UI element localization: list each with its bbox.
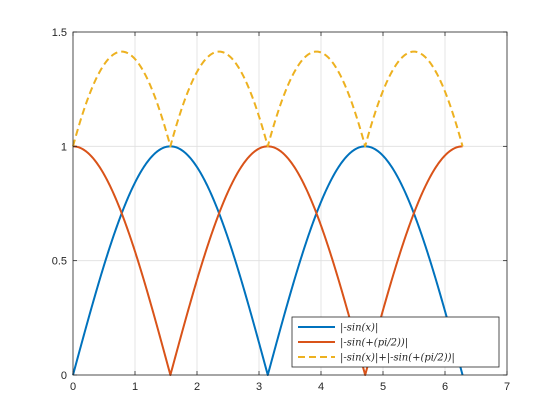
y-tick-label: 1 xyxy=(61,141,67,153)
y-tick-label: 0.5 xyxy=(52,256,67,268)
plot-frame xyxy=(72,31,508,376)
x-tick-label: 6 xyxy=(442,381,448,393)
x-tick-label: 0 xyxy=(70,381,76,393)
legend-label-1: |-sin(x)| xyxy=(340,323,378,334)
x-tick-label: 1 xyxy=(132,381,138,393)
x-tick-label: 2 xyxy=(194,381,200,393)
x-tick-label: 3 xyxy=(256,381,262,393)
legend: |-sin(x)| |-sin(+(pi/2))| |-sin(x)|+|-sin(… xyxy=(291,316,500,368)
series-line-3 xyxy=(72,50,464,148)
legend-label-3: |-sin(x)|+|-sin(+(pi/2))| xyxy=(340,353,455,364)
x-tick-label: 5 xyxy=(380,381,386,393)
y-tick-label: 1.5 xyxy=(52,27,67,39)
legend-label-2: |-sin(+(pi/2))| xyxy=(340,338,408,349)
y-tick-label: 0 xyxy=(61,370,67,382)
x-tick-label: 4 xyxy=(318,381,324,393)
axis-ticks: 0 1 2 3 4 5 6 7 0 0.5 1 1.5 xyxy=(52,27,510,393)
x-tick-label: 7 xyxy=(504,381,510,393)
